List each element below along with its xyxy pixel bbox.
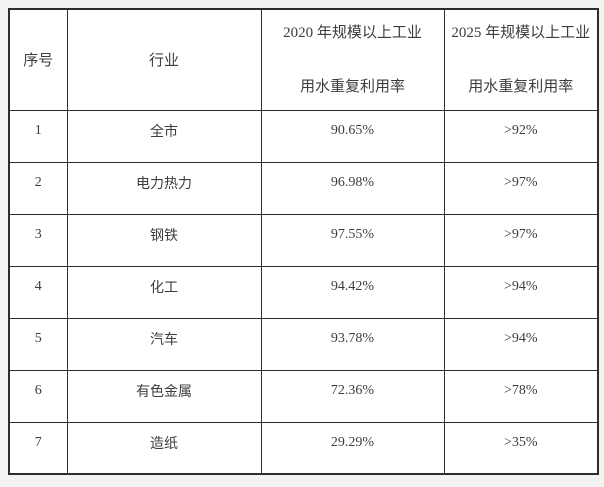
cell-rate-2025: >35% [443, 421, 599, 475]
cell-rate-2020: 90.65% [260, 109, 445, 163]
table-row: 1 全市 90.65% >92% [8, 109, 599, 163]
cell-serial-number: 6 [8, 369, 68, 423]
table-row: 7 造纸 29.29% >35% [8, 421, 599, 475]
water-reuse-rate-table: 序号 行业 2020 年规模以上工业 用水重复利用率 2025 年规模以上工业 … [8, 8, 599, 475]
header-rate-2025-line2: 用水重复利用率 [468, 78, 574, 95]
header-serial-number-label: 序号 [23, 53, 54, 70]
cell-serial-number: 2 [8, 161, 68, 215]
cell-rate-2020: 93.78% [260, 317, 445, 371]
cell-rate-2025: >94% [443, 265, 599, 319]
cell-industry: 电力热力 [66, 161, 262, 215]
table-row: 2 电力热力 96.98% >97% [8, 161, 599, 215]
cell-rate-2025: >94% [443, 317, 599, 371]
cell-serial-number: 1 [8, 109, 68, 163]
cell-rate-2020: 29.29% [260, 421, 445, 475]
header-rate-2025-line1: 2025 年规模以上工业 [451, 24, 591, 41]
header-rate-2020-line1: 2020 年规模以上工业 [283, 24, 422, 41]
cell-serial-number: 5 [8, 317, 68, 371]
header-serial-number: 序号 [8, 8, 68, 111]
table-header-row: 序号 行业 2020 年规模以上工业 用水重复利用率 2025 年规模以上工业 … [8, 8, 599, 111]
cell-industry: 全市 [66, 109, 262, 163]
cell-rate-2020: 96.98% [260, 161, 445, 215]
cell-serial-number: 3 [8, 213, 68, 267]
header-rate-2020: 2020 年规模以上工业 用水重复利用率 [260, 8, 445, 111]
cell-rate-2020: 72.36% [260, 369, 445, 423]
cell-serial-number: 4 [8, 265, 68, 319]
cell-rate-2025: >97% [443, 213, 599, 267]
table-row: 6 有色金属 72.36% >78% [8, 369, 599, 423]
table-row: 5 汽车 93.78% >94% [8, 317, 599, 371]
cell-industry: 有色金属 [66, 369, 262, 423]
cell-rate-2020: 94.42% [260, 265, 445, 319]
water-reuse-table-container: 序号 行业 2020 年规模以上工业 用水重复利用率 2025 年规模以上工业 … [8, 8, 599, 475]
table-row: 3 钢铁 97.55% >97% [8, 213, 599, 267]
cell-serial-number: 7 [8, 421, 68, 475]
cell-industry: 造纸 [66, 421, 262, 475]
header-industry: 行业 [66, 8, 262, 111]
header-industry-label: 行业 [148, 53, 179, 70]
table-row: 4 化工 94.42% >94% [8, 265, 599, 319]
cell-industry: 钢铁 [66, 213, 262, 267]
header-rate-2025: 2025 年规模以上工业 用水重复利用率 [443, 8, 599, 111]
cell-rate-2025: >97% [443, 161, 599, 215]
cell-industry: 汽车 [66, 317, 262, 371]
cell-industry: 化工 [66, 265, 262, 319]
cell-rate-2025: >92% [443, 109, 599, 163]
header-rate-2020-line2: 用水重复利用率 [299, 78, 405, 95]
cell-rate-2025: >78% [443, 369, 599, 423]
cell-rate-2020: 97.55% [260, 213, 445, 267]
